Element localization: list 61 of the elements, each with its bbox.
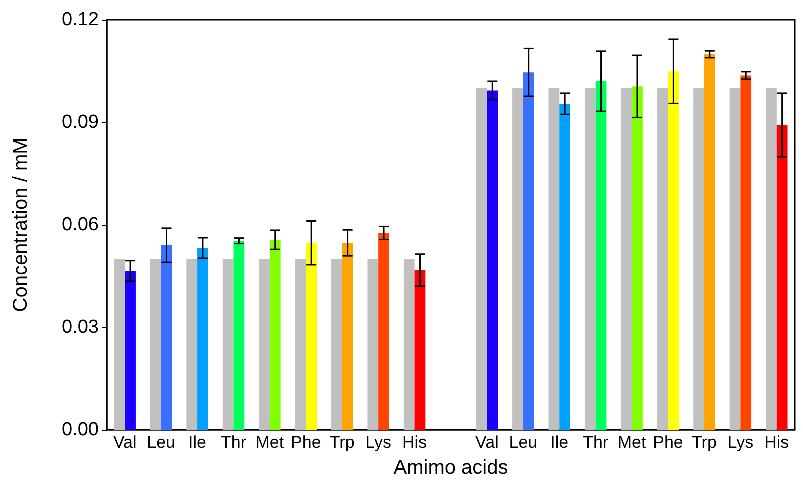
x-tick-label: His [764, 433, 790, 452]
x-tick-label: Val [476, 433, 499, 452]
x-tick-label: Lys [728, 433, 754, 452]
bar [730, 88, 741, 430]
x-tick-label: Leu [509, 433, 538, 452]
y-tick-label: 0.12 [62, 10, 99, 30]
bar [560, 104, 570, 430]
bar [766, 88, 777, 430]
bar [368, 259, 379, 430]
y-tick-label: 0.00 [62, 420, 99, 440]
bar [632, 86, 643, 430]
y-tick-label: 0.09 [62, 112, 99, 133]
bar [621, 88, 632, 430]
bar [295, 259, 306, 430]
bar [125, 271, 136, 430]
bar [523, 72, 534, 430]
y-tick-label: 0.06 [62, 214, 99, 236]
bar [270, 240, 281, 430]
x-tick-label: Thr [220, 433, 247, 452]
x-tick-label: Lys [366, 433, 392, 452]
x-tick-label: Val [113, 433, 137, 452]
bar [404, 259, 415, 430]
bar [487, 90, 498, 430]
x-tick-label: His [402, 433, 428, 452]
bar [548, 88, 560, 430]
x-tick-label: Trp [330, 433, 355, 452]
bar [512, 88, 524, 430]
bar [161, 246, 172, 430]
x-tick-label: Ile [550, 433, 569, 452]
bar [234, 241, 245, 430]
bar [306, 243, 318, 430]
bar [704, 54, 716, 430]
x-tick-label: Met [256, 433, 284, 452]
bar [342, 243, 354, 430]
x-tick-label: Met [618, 433, 646, 452]
x-tick-label: Thr [583, 433, 609, 452]
bar [476, 88, 488, 430]
bar [657, 88, 668, 430]
bar [186, 259, 198, 430]
x-tick-label: Ile [188, 433, 207, 452]
bar [596, 82, 607, 430]
bar [259, 259, 270, 430]
bar [668, 72, 680, 430]
bar [198, 248, 208, 430]
bar [378, 233, 390, 430]
bar [414, 270, 426, 430]
x-tick-label: Phe [291, 433, 322, 452]
x-axis-title: Amimo acids [394, 457, 508, 479]
bar [740, 76, 752, 430]
bar [694, 88, 704, 430]
x-tick-label: Trp [692, 433, 717, 452]
x-tick-label: Phe [653, 433, 684, 452]
bar [150, 259, 162, 430]
bar [776, 125, 788, 430]
bar [332, 259, 342, 430]
y-tick-label: 0.03 [62, 317, 99, 338]
y-axis-title: Concentration / mM [10, 138, 32, 312]
bar [584, 88, 596, 430]
bar [222, 259, 234, 430]
bar [114, 259, 126, 430]
x-tick-label: Leu [147, 433, 176, 452]
